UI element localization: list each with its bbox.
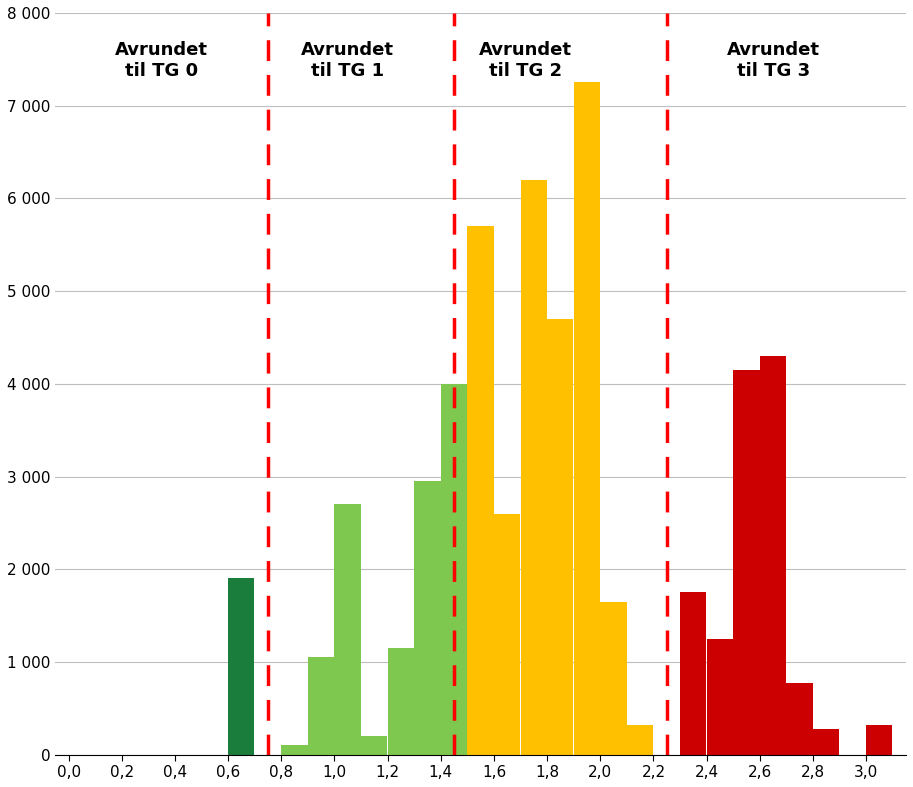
- Bar: [733, 370, 760, 755]
- Bar: [415, 481, 441, 755]
- Text: Avrundet
til TG 2: Avrundet til TG 2: [479, 41, 572, 79]
- Text: Avrundet
til TG 1: Avrundet til TG 1: [301, 41, 394, 79]
- Bar: [228, 578, 255, 755]
- Bar: [494, 514, 520, 755]
- Bar: [334, 504, 361, 755]
- Bar: [308, 657, 334, 755]
- Bar: [388, 648, 414, 755]
- Bar: [520, 179, 547, 755]
- Bar: [760, 356, 786, 755]
- Bar: [813, 729, 839, 755]
- Bar: [866, 725, 893, 755]
- Text: Avrundet
til TG 3: Avrundet til TG 3: [727, 41, 820, 79]
- Bar: [680, 593, 707, 755]
- Bar: [361, 736, 387, 755]
- Bar: [601, 602, 626, 755]
- Bar: [786, 683, 813, 755]
- Bar: [707, 639, 733, 755]
- Bar: [573, 83, 600, 755]
- Bar: [281, 745, 308, 755]
- Bar: [627, 725, 653, 755]
- Text: Avrundet
til TG 0: Avrundet til TG 0: [115, 41, 208, 79]
- Bar: [547, 319, 573, 755]
- Bar: [467, 226, 494, 755]
- Bar: [441, 384, 467, 755]
